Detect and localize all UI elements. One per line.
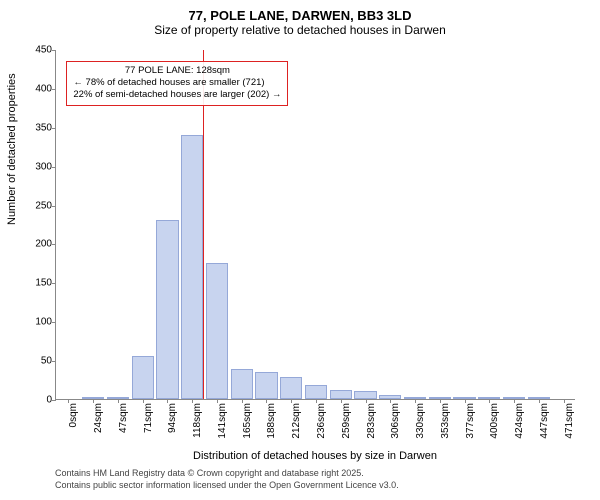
attribution: Contains HM Land Registry data © Crown c… — [55, 468, 575, 491]
x-tick-label: 424sqm — [514, 403, 525, 439]
x-tick-label: 330sqm — [415, 403, 426, 439]
attribution-line2: Contains public sector information licen… — [55, 480, 575, 492]
x-tick-label: 47sqm — [118, 403, 129, 433]
bar — [354, 391, 376, 399]
annotation-line: 77 POLE LANE: 128sqm — [73, 65, 281, 77]
bar — [181, 135, 203, 399]
chart-subtitle: Size of property relative to detached ho… — [0, 23, 600, 43]
y-tick-mark — [52, 206, 56, 207]
x-tick-label: 118sqm — [192, 403, 203, 438]
x-tick-label: 400sqm — [489, 403, 500, 439]
x-tick-label: 377sqm — [465, 403, 476, 439]
x-tick-label: 447sqm — [539, 403, 550, 439]
x-tick-label: 141sqm — [217, 403, 228, 439]
attribution-line1: Contains HM Land Registry data © Crown c… — [55, 468, 575, 480]
y-tick-mark — [52, 322, 56, 323]
y-axis-label: Number of detached properties — [6, 73, 18, 225]
x-tick-label: 471sqm — [564, 403, 575, 439]
x-tick-label: 283sqm — [366, 403, 377, 439]
y-tick-mark — [52, 400, 56, 401]
x-tick-label: 236sqm — [316, 403, 327, 439]
bar — [107, 397, 129, 399]
x-tick-label: 71sqm — [143, 403, 154, 433]
x-axis-label: Distribution of detached houses by size … — [55, 450, 575, 462]
bar — [231, 369, 253, 399]
x-tick-label: 24sqm — [93, 403, 104, 433]
bar — [206, 263, 228, 399]
x-tick-label: 165sqm — [242, 403, 253, 439]
bar — [453, 397, 475, 399]
x-tick-label: 212sqm — [291, 403, 302, 439]
x-tick-label: 188sqm — [266, 403, 277, 439]
annotation-box: 77 POLE LANE: 128sqm← 78% of detached ho… — [66, 61, 288, 106]
y-tick-mark — [52, 128, 56, 129]
x-tick-label: 94sqm — [167, 403, 178, 433]
bar — [528, 397, 550, 399]
chart-container: 77, POLE LANE, DARWEN, BB3 3LD Size of p… — [0, 0, 600, 500]
y-tick-mark — [52, 283, 56, 284]
y-tick-mark — [52, 361, 56, 362]
x-tick-label: 353sqm — [440, 403, 451, 439]
x-tick-label: 259sqm — [341, 403, 352, 439]
bar — [379, 395, 401, 399]
y-tick-mark — [52, 50, 56, 51]
bar — [305, 385, 327, 399]
x-tick-label: 0sqm — [68, 403, 79, 427]
bar — [330, 390, 352, 399]
bar — [82, 397, 104, 399]
plot-area: 0501001502002503003504004500sqm24sqm47sq… — [55, 50, 575, 400]
y-tick-mark — [52, 167, 56, 168]
bar — [478, 397, 500, 399]
annotation-line: ← 78% of detached houses are smaller (72… — [73, 77, 281, 89]
bar — [404, 397, 426, 399]
bar — [132, 356, 154, 399]
bar — [156, 220, 178, 399]
y-tick-mark — [52, 244, 56, 245]
bar — [280, 377, 302, 399]
x-tick-label: 306sqm — [390, 403, 401, 439]
bar — [429, 397, 451, 399]
bar — [255, 372, 277, 399]
bar — [503, 397, 525, 399]
annotation-line: 22% of semi-detached houses are larger (… — [73, 89, 281, 101]
chart-title: 77, POLE LANE, DARWEN, BB3 3LD — [0, 0, 600, 23]
y-tick-mark — [52, 89, 56, 90]
